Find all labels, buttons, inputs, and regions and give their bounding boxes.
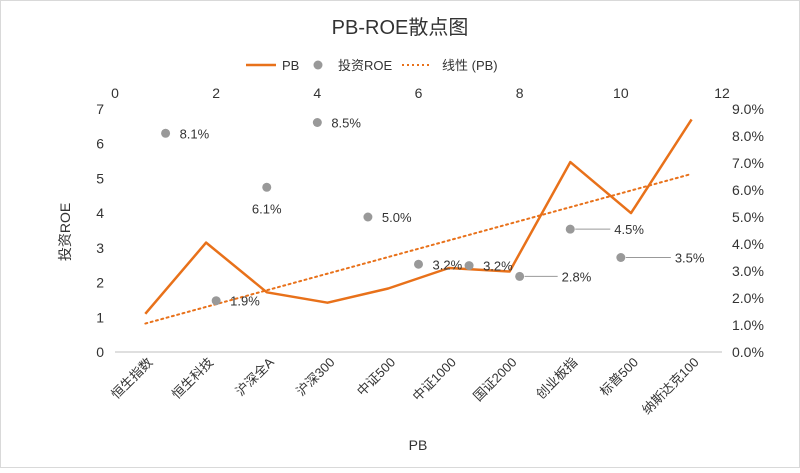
- roe-data-label: 2.8%: [562, 269, 592, 284]
- top-axis-ticks: 0 2 4 6 8 10 12: [111, 85, 730, 101]
- right-tick-label: 1.0%: [732, 317, 764, 333]
- legend-scatter-swatch: [313, 60, 323, 70]
- right-tick-label: 0.0%: [732, 344, 764, 360]
- top-tick-label: 2: [212, 85, 220, 101]
- top-tick-label: 4: [313, 85, 321, 101]
- legend-label-roe: 投资ROE: [338, 58, 393, 73]
- right-tick-label: 8.0%: [732, 128, 764, 144]
- roe-data-label: 3.2%: [433, 257, 463, 272]
- top-tick-label: 6: [415, 85, 423, 101]
- right-tick-label: 9.0%: [732, 101, 764, 117]
- roe-point: [262, 182, 272, 192]
- roe-point: [363, 212, 373, 222]
- left-tick-label: 1: [96, 309, 104, 325]
- pb-line-layer: [144, 118, 693, 315]
- right-tick-label: 6.0%: [732, 182, 764, 198]
- right-tick-label: 3.0%: [732, 263, 764, 279]
- roe-point: [565, 224, 575, 234]
- chart-title: PB-ROE散点图: [332, 16, 469, 39]
- pb-line: [144, 118, 693, 315]
- right-tick-label: 5.0%: [732, 209, 764, 225]
- roe-data-label: 3.5%: [675, 251, 705, 266]
- legend-label-trend: 线性 (PB): [442, 58, 498, 73]
- left-axis-ticks: 0 1 2 3 4 5 6 7: [96, 101, 104, 360]
- left-tick-label: 5: [96, 170, 104, 186]
- roe-data-label: 5.0%: [382, 210, 412, 225]
- legend: PB 投资ROE 线性 (PB): [246, 58, 498, 73]
- roe-point: [515, 271, 525, 281]
- roe-point: [161, 128, 171, 138]
- top-tick-label: 8: [516, 85, 524, 101]
- roe-point: [312, 118, 322, 127]
- trendline-layer: [144, 172, 693, 325]
- pb-trendline: [144, 172, 693, 325]
- left-tick-label: 4: [96, 205, 104, 221]
- left-tick-label: 7: [96, 101, 104, 117]
- left-tick-label: 6: [96, 136, 104, 152]
- right-tick-label: 4.0%: [732, 236, 764, 252]
- top-tick-label: 12: [714, 85, 730, 101]
- right-tick-label: 2.0%: [732, 290, 764, 306]
- top-tick-label: 10: [613, 85, 629, 101]
- left-tick-label: 2: [96, 275, 104, 291]
- roe-point: [414, 259, 423, 269]
- roe-data-label: 4.5%: [614, 222, 644, 237]
- roe-data-label: 8.5%: [331, 116, 361, 131]
- roe-point: [211, 296, 221, 306]
- right-tick-label: 7.0%: [732, 155, 764, 171]
- roe-data-label: 8.1%: [180, 126, 210, 141]
- roe-point: [464, 261, 474, 271]
- roe-data-label: 1.9%: [230, 294, 260, 309]
- roe-point: [616, 253, 626, 262]
- left-tick-label: 3: [96, 240, 104, 256]
- roe-data-labels: 8.1% 1.9% 6.1% 8.5% 5.0% 3.2% 3.2% 2.8% 4.5% 3.5%: [180, 116, 705, 309]
- x-axis-title: PB: [409, 437, 428, 453]
- roe-data-label: 3.2%: [483, 259, 513, 274]
- roe-scatter-layer: [161, 118, 626, 306]
- right-axis-ticks: 0.0% 1.0% 2.0% 3.0% 4.0% 5.0% 6.0% 7.0% 8.0% 9.0%: [732, 101, 764, 360]
- roe-data-label: 6.1%: [252, 201, 282, 216]
- legend-label-pb: PB: [282, 58, 299, 73]
- y-axis-title: 投资ROE: [57, 203, 73, 261]
- top-tick-label: 0: [111, 85, 119, 101]
- left-tick-label: 0: [96, 344, 104, 360]
